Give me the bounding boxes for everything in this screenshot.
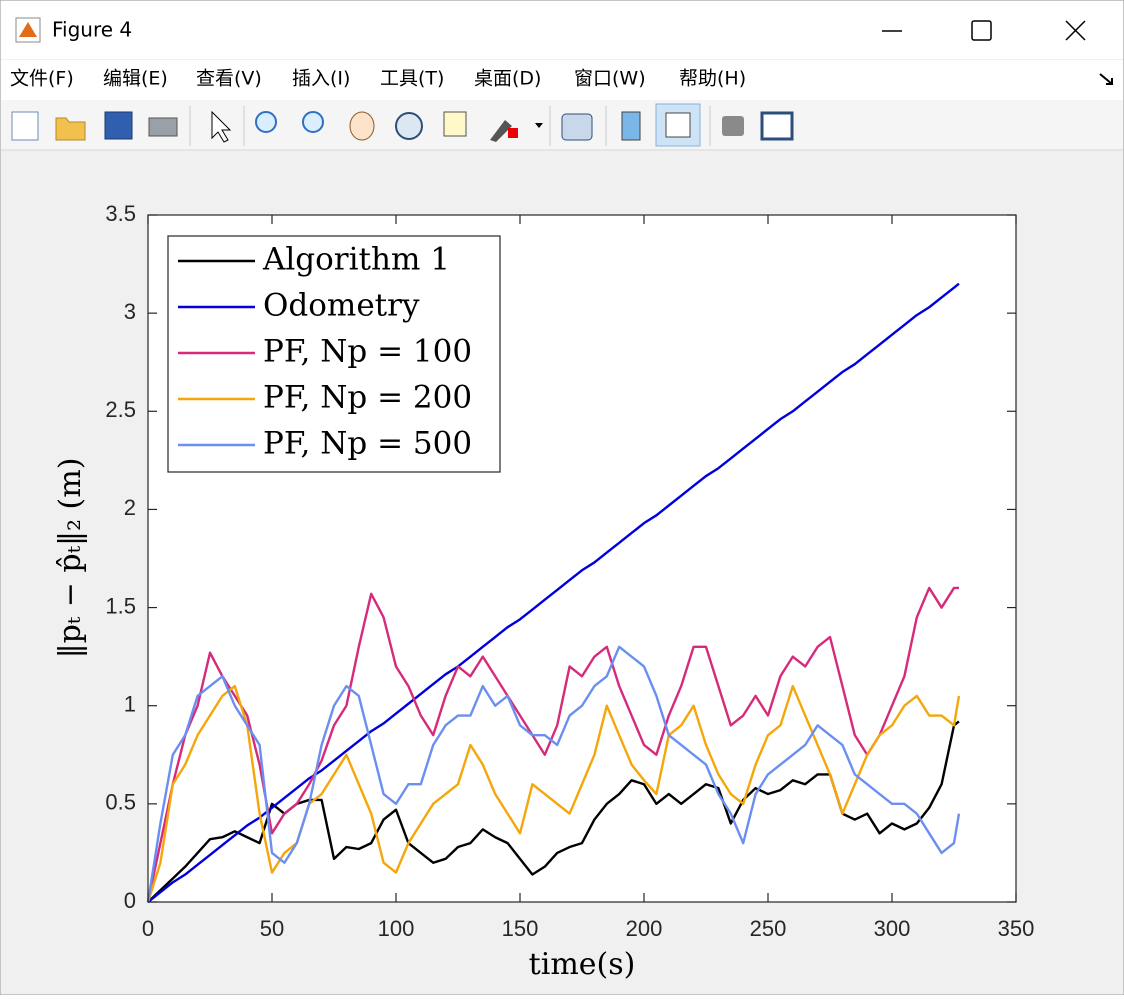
series-line [147, 282, 960, 903]
x-tick-label: 350 [998, 916, 1035, 941]
dock-arrow[interactable] [1099, 73, 1113, 85]
x-tick-label: 0 [142, 916, 154, 941]
y-tick-label: 3 [124, 299, 136, 324]
y-tick-label: 1 [124, 692, 136, 717]
x-axis-label: time(s) [529, 947, 636, 982]
toolbar-icons [11, 103, 794, 147]
legend: Algorithm 1 Odometry PF, Np = 100 PF, Np = … [167, 235, 501, 473]
legend-label: Odometry [263, 288, 420, 324]
y-tick-label: 1.5 [105, 593, 136, 618]
series-line [146, 586, 959, 903]
print-button[interactable] [148, 117, 178, 137]
legend-label: PF, Np = 200 [263, 380, 472, 416]
legend-label: PF, Np = 100 [263, 334, 472, 370]
rotate-button[interactable] [395, 112, 423, 140]
select-button[interactable] [211, 110, 232, 143]
x-tick-label: 300 [874, 916, 911, 941]
zoom-in-button[interactable] [255, 111, 277, 133]
menu-item[interactable]: 窗口(W) [574, 68, 646, 90]
hide-plot-tools[interactable] [722, 116, 744, 136]
window-title: Figure 4 [52, 18, 132, 42]
menu-item[interactable]: 插入(I) [292, 68, 350, 90]
plot-area [146, 282, 961, 903]
save-button[interactable] [104, 111, 133, 140]
menu-bar [1, 60, 1123, 100]
menu-item[interactable]: 工具(T) [380, 68, 444, 90]
y-axis-label: ‖pₜ − p̂ₜ‖₂ (m) [53, 458, 88, 659]
series-line [146, 684, 961, 903]
series-line [146, 645, 961, 903]
brush-menu[interactable] [535, 123, 543, 128]
y-tick-label: 0 [124, 888, 136, 913]
app-icon [15, 17, 41, 43]
maximize-button[interactable] [971, 20, 992, 41]
menu-item[interactable]: 帮助(H) [679, 68, 746, 90]
y-tick-label: 0.5 [105, 790, 136, 815]
x-tick-label: 100 [378, 916, 415, 941]
menu-item[interactable]: 桌面(D) [474, 68, 541, 90]
title-bar [1, 1, 1123, 59]
legend-label: PF, Np = 500 [263, 426, 472, 462]
x-tick-label: 50 [260, 916, 284, 941]
menu-item[interactable]: 文件(F) [10, 68, 74, 90]
show-plot-tools[interactable] [760, 111, 794, 141]
y-tick-label: 2 [124, 495, 136, 520]
y-tick-label: 2.5 [105, 397, 136, 422]
close-button[interactable] [1065, 20, 1086, 41]
link-button[interactable] [561, 113, 593, 141]
brush-color [508, 128, 518, 138]
pan-button[interactable] [349, 111, 375, 141]
menu-item[interactable]: 查看(V) [196, 68, 262, 90]
x-tick-label: 200 [626, 916, 663, 941]
x-tick-label: 150 [502, 916, 539, 941]
axes-box [147, 214, 1017, 903]
y-tick-label: 3.5 [105, 201, 136, 226]
zoom-out-button[interactable] [302, 111, 324, 133]
x-tick-label: 250 [750, 916, 787, 941]
menu-item[interactable]: 编辑(E) [103, 68, 168, 90]
new-button[interactable] [11, 111, 39, 141]
legend-label: Algorithm 1 [262, 242, 450, 278]
colorbar-button[interactable] [621, 111, 641, 141]
legend-icon [665, 112, 691, 138]
brush-button[interactable] [490, 120, 512, 142]
open-button[interactable] [55, 117, 86, 141]
datatip-button[interactable] [443, 111, 467, 137]
